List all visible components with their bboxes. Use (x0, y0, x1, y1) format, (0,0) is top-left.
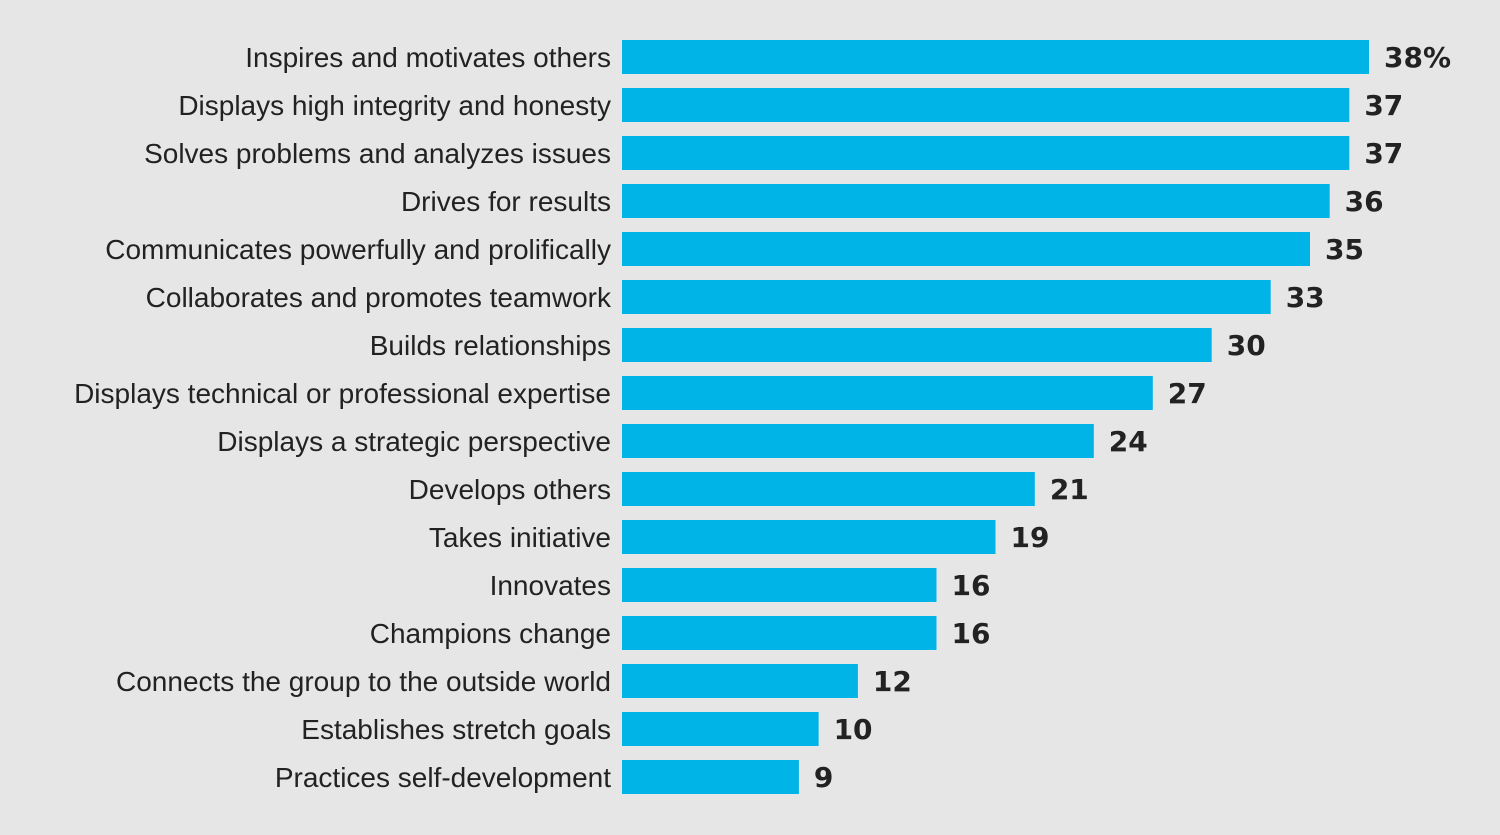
category-label: Inspires and motivates others (245, 42, 611, 73)
bar (622, 88, 1350, 122)
category-label: Innovates (490, 570, 611, 601)
bar (622, 568, 937, 602)
category-label: Collaborates and promotes teamwork (146, 282, 612, 313)
bar (622, 184, 1330, 218)
value-label: 36 (1345, 185, 1384, 218)
category-label: Displays high integrity and honesty (178, 90, 611, 121)
bar (622, 712, 819, 746)
bar (622, 328, 1212, 362)
bar (622, 520, 996, 554)
value-label: 16 (952, 569, 991, 602)
bar (622, 280, 1271, 314)
category-label: Champions change (370, 618, 611, 649)
value-label: 21 (1050, 473, 1089, 506)
value-label: 19 (1011, 521, 1050, 554)
category-label: Displays technical or professional exper… (74, 378, 611, 409)
category-label: Develops others (409, 474, 611, 505)
category-label: Communicates powerfully and prolifically (105, 234, 611, 265)
bar (622, 760, 799, 794)
value-label: 16 (952, 617, 991, 650)
bar (622, 40, 1369, 74)
value-label: 37 (1364, 89, 1403, 122)
category-label: Builds relationships (370, 330, 611, 361)
value-label: 38% (1384, 41, 1451, 74)
category-label: Displays a strategic perspective (217, 426, 611, 457)
category-label: Establishes stretch goals (301, 714, 611, 745)
bar (622, 136, 1350, 170)
bars-group: Inspires and motivates others 38% Displays… (74, 40, 1451, 794)
value-label: 10 (834, 713, 873, 746)
bar (622, 424, 1094, 458)
value-label: 24 (1109, 425, 1148, 458)
category-label: Practices self-development (275, 762, 611, 793)
value-label: 27 (1168, 377, 1207, 410)
category-label: Takes initiative (429, 522, 611, 553)
bar (622, 472, 1035, 506)
value-label: 9 (814, 761, 833, 794)
value-label: 37 (1364, 137, 1403, 170)
bar (622, 232, 1310, 266)
value-label: 12 (873, 665, 912, 698)
bar (622, 616, 937, 650)
category-label: Connects the group to the outside world (116, 666, 611, 697)
value-label: 33 (1286, 281, 1325, 314)
bar (622, 664, 858, 698)
bar (622, 376, 1153, 410)
value-label: 35 (1325, 233, 1364, 266)
value-label: 30 (1227, 329, 1266, 362)
category-label: Drives for results (401, 186, 611, 217)
category-label: Solves problems and analyzes issues (144, 138, 611, 169)
